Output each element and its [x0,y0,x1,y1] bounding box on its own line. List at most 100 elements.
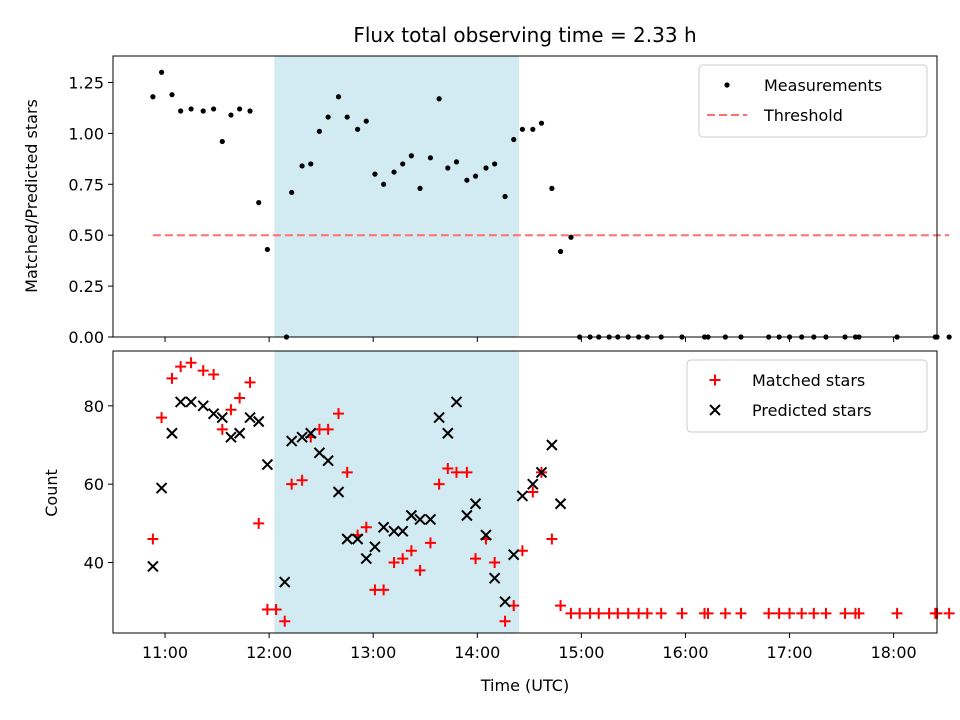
measurement-point [308,161,314,167]
predicted-point [450,396,463,408]
predicted-point [442,427,454,439]
predicted-point [322,454,334,467]
matched-point [270,604,282,615]
top-ytick-label: 0.00 [68,328,104,347]
predicted-point [535,466,548,479]
bottom-axes-frame [112,350,938,634]
measurement-point [211,106,217,112]
bottom-ytick-label: 60 [84,475,104,494]
predicted-point [469,498,482,510]
predicted-point [369,541,381,553]
predicted-point [155,482,168,494]
measurement-point [363,118,369,124]
matched-point [234,392,246,404]
matched-point [286,478,298,490]
predicted-point [433,411,445,424]
matched-point [719,607,731,619]
measurement-point [150,94,156,100]
measurement-point [417,185,423,191]
top-axes-frame [112,55,938,338]
predicted-point [296,431,308,443]
predicted-point [233,427,246,439]
measurement-point [568,234,574,240]
measurement-point [445,165,451,171]
measurement-point [289,189,295,196]
matched-point [784,607,796,619]
measurement-point [264,246,270,253]
matched-point [279,615,291,627]
measurement-point [219,138,225,145]
measurement-point [408,153,414,159]
bottom-series-0 [147,357,955,627]
measurement-point [247,108,253,114]
matched-point [470,553,482,565]
matched-point [322,423,334,435]
predicted-point [332,486,345,498]
measurement-point [381,181,387,187]
matched-point [489,557,501,568]
matched-point [424,537,436,549]
legend-label: Matched stars [752,371,865,390]
top-ytick-label: 0.75 [68,175,104,194]
matched-point [341,466,353,478]
predicted-point [225,431,237,443]
xtick-label: 12:00 [246,643,292,662]
predicted-point [216,411,228,424]
matched-point [593,607,605,619]
legend-plus-icon [709,374,721,386]
matched-point [405,545,417,557]
measurement-point [538,120,545,126]
top-panel: 0.00 0.25 0.50 0.75 1.00 1.25 Measurements Thre… [68,55,952,347]
matched-point [527,486,539,498]
measurement-point [946,334,952,340]
matched-point [943,607,955,619]
matched-point [461,466,473,478]
top-observing-window [274,56,519,337]
matched-point [360,521,372,533]
xtick-label: 14:00 [454,643,500,662]
measurement-point [427,155,434,161]
measurement-point [472,173,479,179]
matched-point [499,615,511,627]
measurement-point [178,108,184,114]
measurement-point [316,128,323,134]
matched-point [574,607,586,619]
matched-point [197,365,209,377]
predicted-point [388,525,400,537]
matched-point [208,369,220,380]
bottom-legend-box [686,359,928,433]
matched-point [433,478,445,490]
matched-point [641,607,653,619]
predicted-point [405,509,418,522]
top-ytick-label: 0.25 [68,277,104,296]
measurement-point [530,126,536,132]
top-ylabel: Matched/Predicted stars [22,99,41,293]
predicted-point [546,439,558,451]
matched-point [820,607,832,619]
predicted-point [305,427,317,439]
measurement-point [228,112,234,118]
matched-point [735,607,747,619]
legend-label: Measurements [764,76,882,95]
measurement-point [200,108,206,114]
measurement-point [391,169,397,175]
measurement-point [519,126,525,132]
measurement-point [492,161,498,167]
matched-point [253,517,265,529]
bottom-ytick-label: 40 [84,554,104,573]
matched-point [414,564,426,576]
bottom-legend: Matched stars Predicted stars [686,359,928,433]
measurement-point [299,163,305,169]
predicted-point [174,396,187,408]
measurement-point [256,200,262,206]
measurement-point [335,94,342,100]
matched-point [676,607,688,619]
top-ytick-label: 1.00 [68,124,104,143]
top-ytick-label: 0.50 [68,226,104,245]
matched-point [378,584,390,596]
measurement-point [158,69,165,75]
matched-point [612,607,624,619]
matched-point [839,607,851,619]
predicted-point [341,533,353,545]
predicted-point [185,396,197,408]
